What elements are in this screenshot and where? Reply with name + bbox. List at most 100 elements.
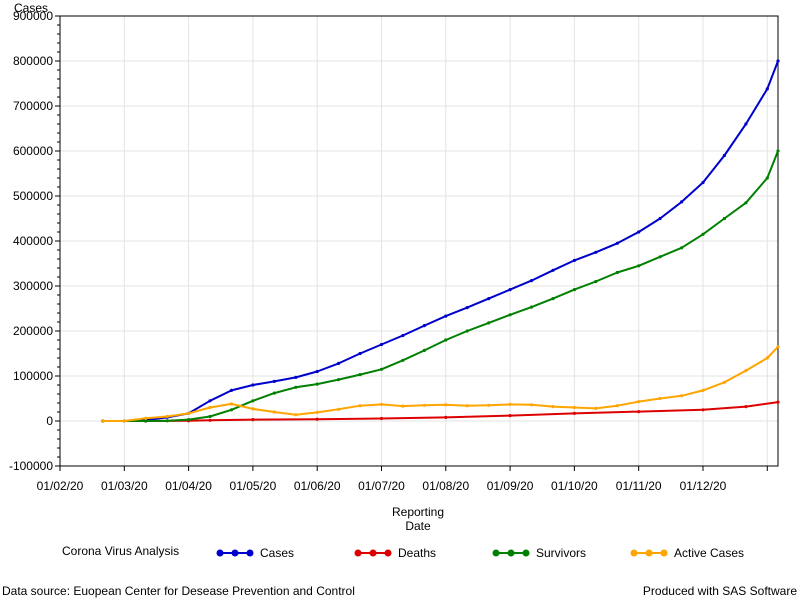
y-tick-label: 800000: [13, 54, 53, 68]
y-tick-label: 400000: [13, 234, 53, 248]
data-point-active-cases: [337, 407, 341, 411]
data-point-active-cases: [122, 419, 126, 423]
legend-swatch: [354, 549, 392, 557]
data-point-cases: [229, 388, 234, 392]
x-tick-label: 01/06/20: [294, 479, 341, 493]
data-point-active-cases: [615, 404, 619, 408]
x-tick-label: 01/08/20: [422, 479, 469, 493]
data-point-active-cases: [680, 394, 684, 398]
legend-label: Cases: [260, 546, 295, 560]
data-point-active-cases: [487, 403, 491, 407]
data-point-survivors: [401, 358, 405, 362]
data-point-active-cases: [251, 407, 255, 411]
gridlines: [60, 15, 778, 467]
data-point-deaths: [508, 414, 512, 418]
data-point-survivors: [701, 232, 705, 236]
data-point-cases: [701, 180, 705, 185]
data-point-active-cases: [529, 403, 534, 407]
series-lines: [101, 59, 780, 423]
data-point-cases: [765, 87, 769, 91]
data-point-survivors: [251, 399, 255, 403]
x-tick-label: 01/12/20: [680, 479, 727, 493]
data-point-survivors: [294, 385, 298, 389]
x-tick-label: 01/10/20: [551, 479, 598, 493]
x-tick-label: 01/05/20: [230, 479, 277, 493]
data-point-survivors: [337, 378, 341, 382]
data-point-survivors: [165, 419, 169, 423]
x-tick-label: 01/11/20: [616, 479, 662, 493]
data-point-survivors: [615, 270, 619, 275]
data-point-deaths: [776, 400, 780, 404]
legend-swatch: [630, 549, 668, 557]
axes: -100000 0 100000 200000 300000 400000 500000 60…: [9, 9, 768, 493]
data-point-survivors: [744, 201, 748, 205]
data-point-active-cases: [508, 402, 512, 406]
data-point-cases: [637, 230, 641, 234]
data-point-cases: [551, 268, 555, 272]
data-point-active-cases: [594, 406, 598, 410]
data-point-deaths: [379, 416, 384, 421]
data-point-survivors: [272, 391, 276, 395]
data-point-active-cases: [272, 410, 276, 414]
data-point-cases: [251, 383, 255, 387]
y-tick-label: 100000: [13, 369, 53, 383]
legend-swatch: [492, 549, 530, 557]
data-point-cases: [422, 324, 426, 328]
data-point-deaths: [637, 410, 641, 414]
data-point-survivors: [208, 414, 212, 419]
y-tick-label: 500000: [13, 189, 53, 203]
data-point-cases: [358, 351, 362, 356]
data-point-active-cases: [187, 411, 191, 415]
y-tick-label: -100000: [9, 459, 53, 473]
data-point-survivors: [776, 149, 780, 153]
y-tick-label: 600000: [13, 144, 53, 158]
data-point-cases: [508, 288, 512, 292]
data-point-active-cases: [208, 405, 212, 410]
data-point-survivors: [765, 176, 769, 180]
data-point-deaths: [208, 418, 212, 422]
data-point-survivors: [379, 367, 384, 371]
legend-item-deaths: Deaths: [354, 544, 436, 562]
legend-item-active-cases: Active Cases: [630, 544, 744, 562]
data-point-cases: [401, 333, 405, 338]
data-point-active-cases: [722, 380, 727, 384]
data-point-active-cases: [658, 396, 662, 401]
data-point-deaths: [744, 405, 748, 409]
data-point-active-cases: [229, 402, 234, 406]
y-tick-label: 0: [46, 414, 53, 428]
data-point-active-cases: [465, 404, 469, 408]
data-point-survivors: [658, 255, 662, 259]
data-point-active-cases: [551, 405, 555, 409]
x-axis-title-line1: Reporting: [392, 505, 444, 519]
data-point-cases: [658, 216, 662, 221]
x-tick-label: 01/09/20: [487, 479, 534, 493]
legend-label: Deaths: [398, 546, 437, 560]
produced-with-note: Produced with SAS Software: [642, 584, 797, 598]
x-tick-label: 01/02/20: [37, 479, 84, 493]
data-point-cases: [529, 279, 534, 283]
series-line-survivors: [102, 150, 779, 422]
data-point-survivors: [315, 382, 319, 386]
data-point-active-cases: [315, 410, 319, 414]
data-point-active-cases: [701, 388, 705, 392]
data-point-active-cases: [422, 403, 426, 407]
data-point-active-cases: [637, 400, 641, 404]
data-point-deaths: [315, 417, 319, 421]
data-point-active-cases: [101, 419, 105, 423]
data-point-active-cases: [165, 414, 169, 419]
data-point-survivors: [551, 297, 555, 301]
data-point-survivors: [572, 288, 577, 292]
data-point-deaths: [572, 411, 577, 415]
data-point-cases: [680, 200, 684, 204]
data-source-note: Data source: Euopean Center for Desease …: [2, 584, 355, 598]
data-point-active-cases: [401, 404, 405, 408]
legend-title: Corona Virus Analysis: [62, 544, 180, 558]
x-axis-title-line2: Date: [405, 519, 431, 533]
y-tick-label: 200000: [13, 324, 53, 338]
legend-item-cases: Cases: [216, 544, 294, 562]
y-axis-title: Cases: [14, 1, 48, 15]
data-point-survivors: [594, 279, 598, 284]
data-point-cases: [615, 241, 619, 245]
legend-label: Active Cases: [674, 546, 745, 560]
